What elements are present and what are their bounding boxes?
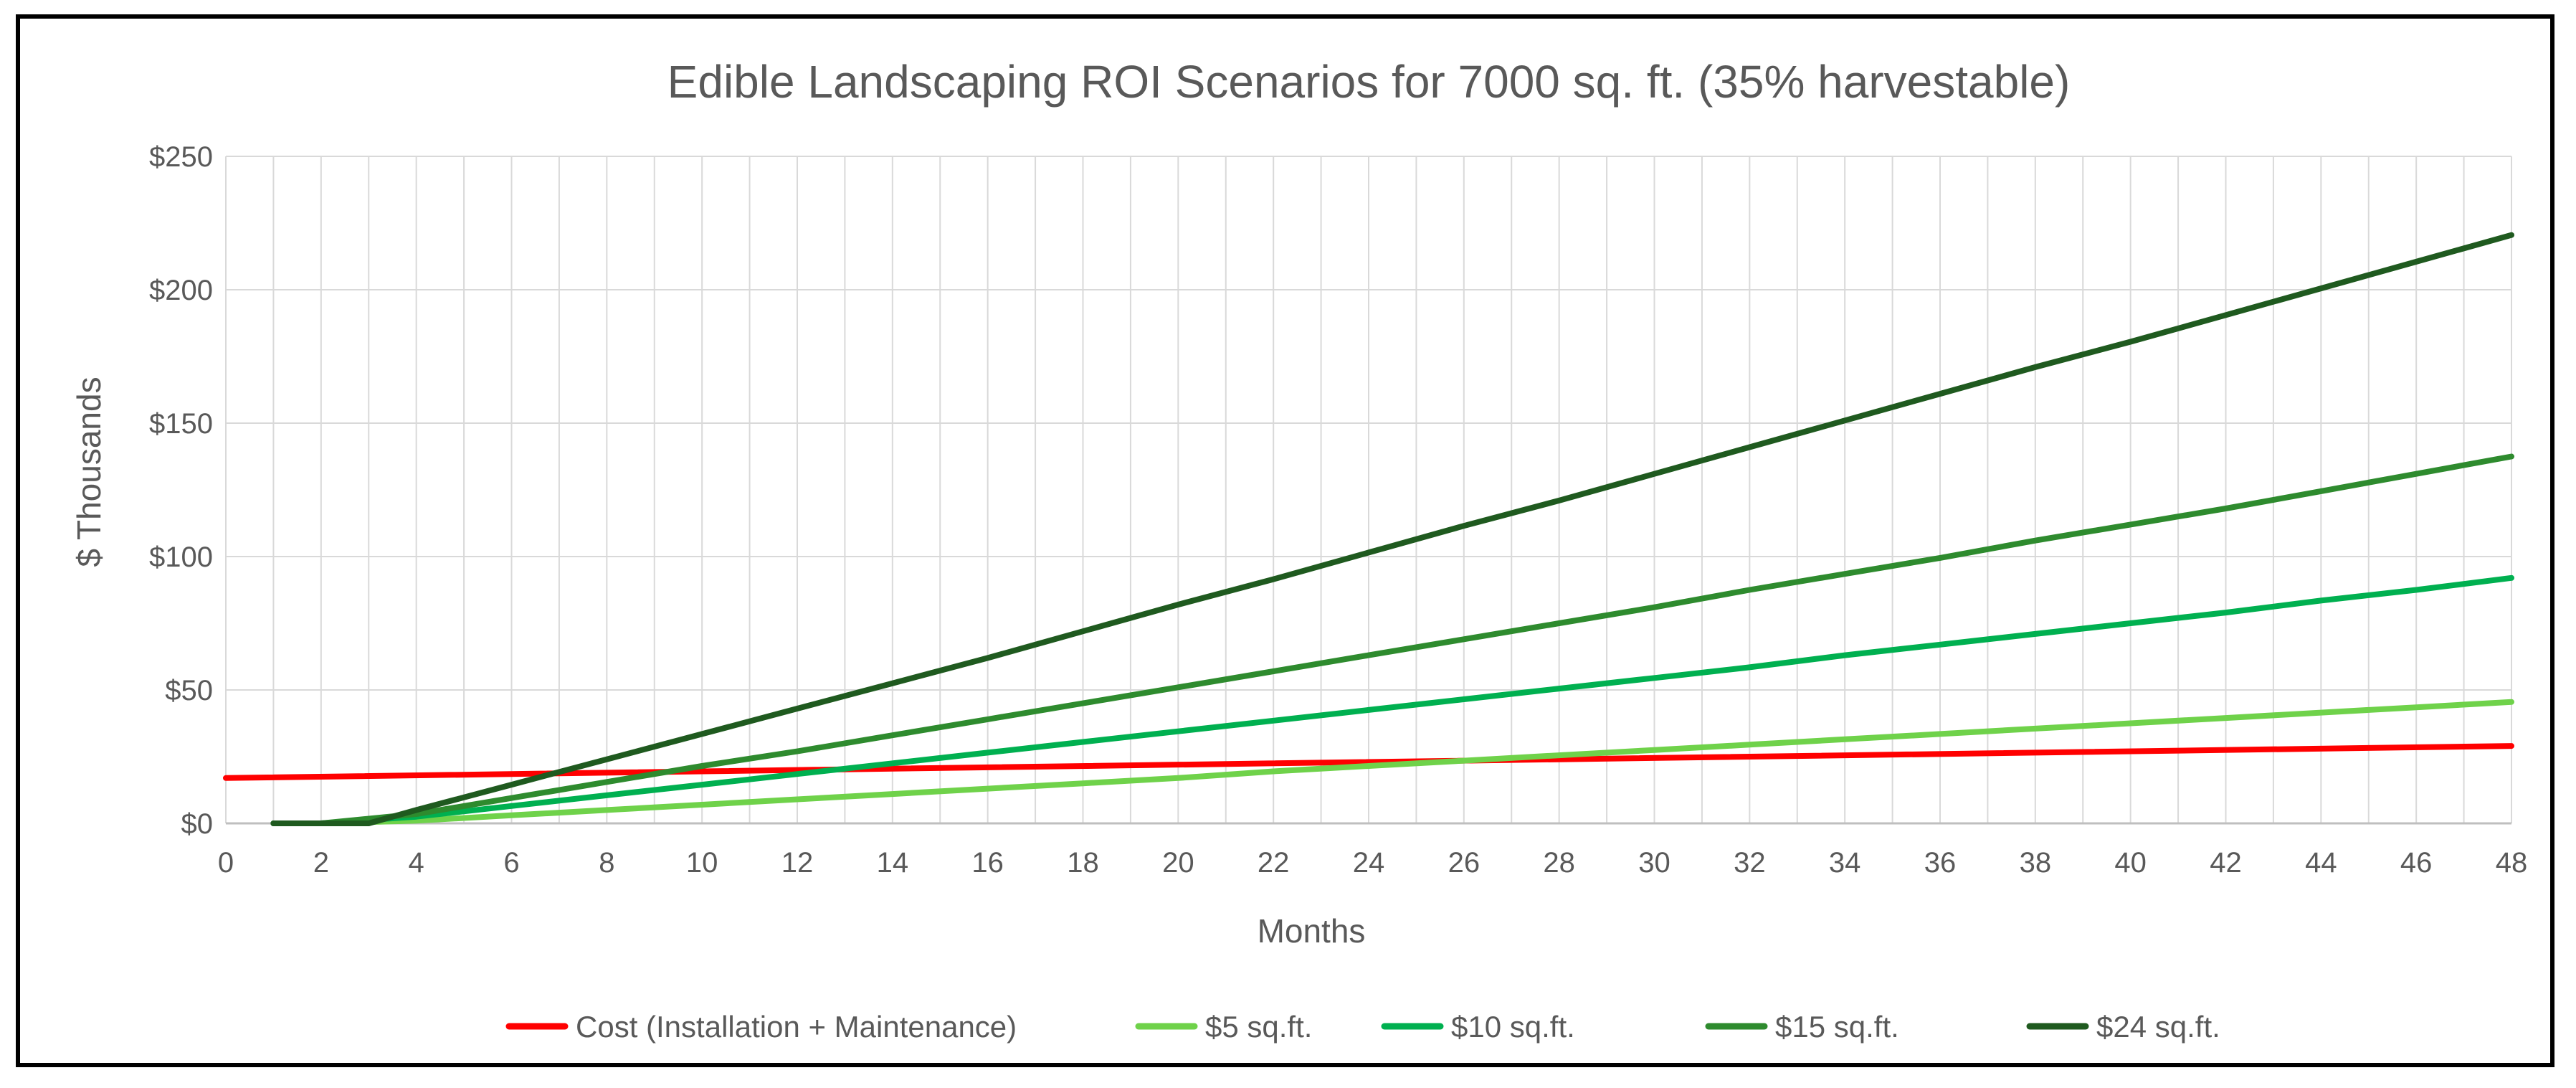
x-tick-label: 36 (1924, 847, 1957, 879)
x-tick-label: 34 (1829, 847, 1861, 879)
x-tick-label: 22 (1258, 847, 1290, 879)
y-tick-label: $100 (149, 541, 213, 573)
x-tick-label: 12 (781, 847, 814, 879)
series-line-3 (270, 574, 2514, 826)
x-tick-label: 14 (877, 847, 909, 879)
x-tick-label: 48 (2496, 847, 2528, 879)
x-tick-label: 42 (2210, 847, 2242, 879)
legend-label-2: $5 sq.ft. (1205, 1010, 1312, 1044)
y-tick-label: $250 (149, 141, 213, 173)
y-tick-label: $200 (149, 275, 213, 306)
x-tick-label: 18 (1067, 847, 1099, 879)
legend-label-4: $15 sq.ft. (1775, 1010, 1899, 1044)
x-tick-label: 46 (2400, 847, 2433, 879)
x-tick-label: 26 (1448, 847, 1481, 879)
legend: Cost (Installation + Maintenance) $5 sq.f… (505, 1010, 2220, 1044)
x-tick-label: 40 (2114, 847, 2147, 879)
legend-label-1: Cost (Installation + Maintenance) (576, 1010, 1017, 1044)
x-tick-label: 6 (503, 847, 519, 879)
x-tick-label: 20 (1162, 847, 1194, 879)
x-tick-label: 28 (1543, 847, 1575, 879)
y-tick-label: $0 (181, 808, 214, 840)
legend-label-3: $10 sq.ft. (1451, 1010, 1575, 1044)
x-tick-label: 32 (1734, 847, 1766, 879)
series-line-4 (270, 453, 2514, 826)
x-tick-label: 16 (971, 847, 1004, 879)
x-axis-title: Months (1258, 912, 1366, 950)
y-tick-label: $150 (149, 408, 213, 440)
x-tick-label: 38 (2020, 847, 2052, 879)
x-tick-label: 24 (1353, 847, 1385, 879)
x-tick-label: 0 (218, 847, 234, 879)
y-axis-title: $ Thousands (70, 377, 108, 567)
series-line-5 (270, 232, 2514, 826)
x-tick-label: 4 (409, 847, 424, 879)
x-tick-label: 30 (1638, 847, 1670, 879)
series-line-1 (223, 743, 2514, 781)
chart-title: Edible Landscaping ROI Scenarios for 700… (667, 56, 2071, 108)
chart: Edible Landscaping ROI Scenarios for 700… (70, 56, 2528, 1044)
x-tick-label: 44 (2305, 847, 2337, 879)
x-tick-label: 8 (599, 847, 614, 879)
y-tick-label: $50 (165, 675, 213, 706)
chart-frame: Edible Landscaping ROI Scenarios for 700… (16, 14, 2554, 1067)
legend-label-5: $24 sq.ft. (2096, 1010, 2220, 1044)
x-tick-label: 2 (313, 847, 329, 879)
series-line-2 (270, 699, 2514, 826)
x-tick-label: 10 (686, 847, 718, 879)
